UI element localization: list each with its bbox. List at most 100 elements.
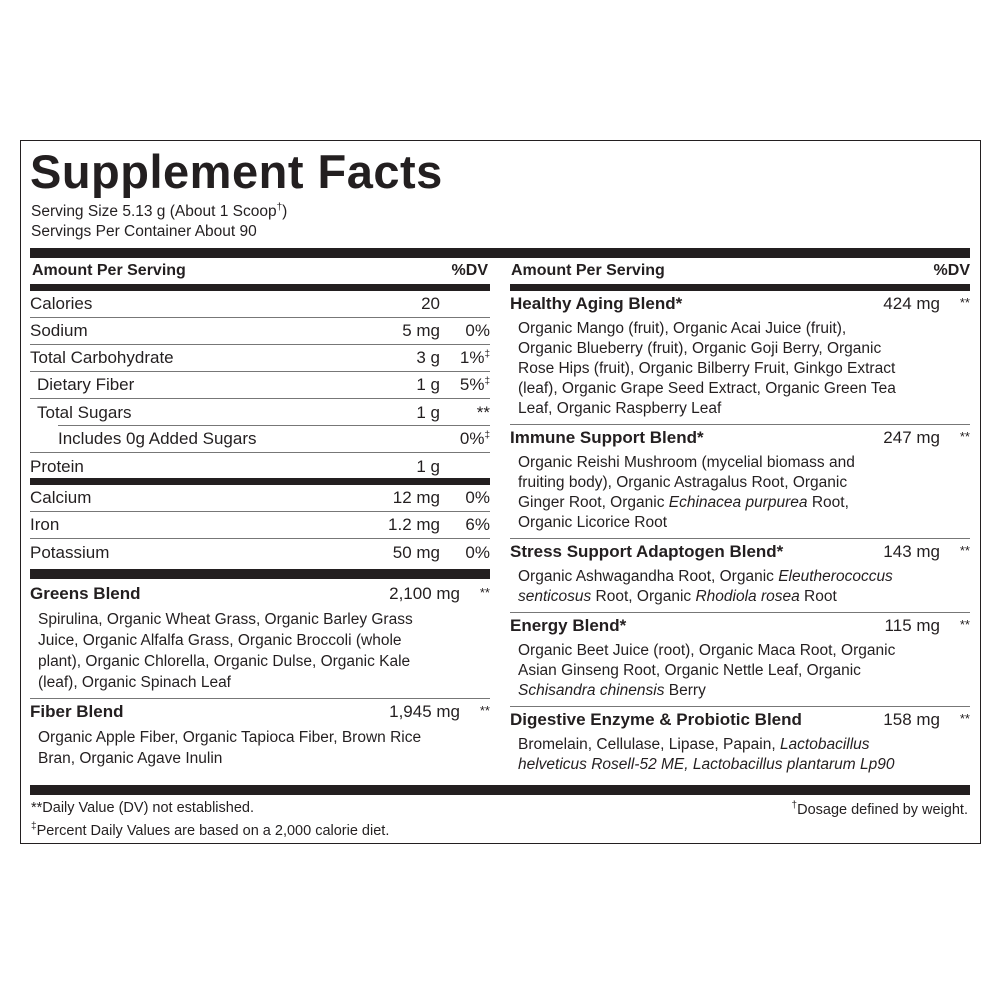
ingredient-line: fruiting body), Organic Astragalus Root,… bbox=[518, 473, 970, 493]
left-blends: Greens Blend 2,100 mg ** Spirulina, Organic… bbox=[30, 581, 490, 774]
blend-ingredients: Organic Mango (fruit), Organic Acai Juic… bbox=[510, 317, 970, 424]
footnote-text: Dosage defined by weight. bbox=[797, 802, 968, 818]
nutrient-dv: 6% bbox=[440, 515, 490, 535]
ingredient-text: Rhodiola rosea bbox=[695, 588, 800, 605]
dv-value: 0% bbox=[465, 542, 490, 562]
amount-per-serving-label: Amount Per Serving bbox=[32, 262, 186, 279]
nutrient-label: Iron bbox=[30, 515, 60, 534]
divider-thick bbox=[30, 478, 490, 485]
nutrient-row: Includes 0g Added Sugars 0%‡ bbox=[30, 426, 490, 453]
ingredient-text: Ginger Root, Organic bbox=[518, 494, 669, 511]
blend-dv: ** bbox=[959, 295, 970, 310]
blend-header: Greens Blend 2,100 mg ** bbox=[30, 581, 490, 607]
ingredient-text: Organic Licorice Root bbox=[518, 514, 668, 531]
blend-dv: ** bbox=[959, 617, 970, 632]
double-dagger-mark: ‡ bbox=[484, 349, 490, 360]
dv-value: 0% bbox=[465, 321, 490, 340]
servings-per-container: Servings Per Container About 90 bbox=[31, 223, 257, 240]
nutrient-amount: 20 bbox=[421, 294, 440, 313]
nutrient-amount: 1 g bbox=[416, 456, 440, 476]
ingredient-text: Organic Ashwagandha Root, Organic bbox=[518, 568, 779, 585]
ingredient-text: Juice, Organic Alfalfa Grass, Organic Br… bbox=[38, 632, 402, 649]
nutrient-label: Dietary Fiber bbox=[37, 375, 135, 394]
serving-size-end: ) bbox=[282, 203, 288, 220]
nutrient-amount: 5 mg bbox=[402, 321, 440, 340]
blend-name: Immune Support Blend* bbox=[510, 428, 704, 447]
ingredient-text: Echinacea purpurea bbox=[668, 494, 808, 511]
nutrient-row: Calories 20 bbox=[30, 291, 490, 318]
footnote-dosage: †Dosage defined by weight. bbox=[792, 800, 968, 818]
blend-ingredients: Organic Ashwagandha Root, Organic Eleuth… bbox=[510, 565, 970, 612]
ingredient-line: Organic Blueberry (fruit), Organic Goji … bbox=[518, 339, 970, 359]
ingredient-text: Spirulina, Organic Wheat Grass, Organic … bbox=[38, 611, 413, 628]
blend-section: Immune Support Blend* 247 mg ** Organic Rei… bbox=[510, 425, 970, 539]
divider-thin bbox=[58, 425, 490, 426]
blend-ingredients: Organic Apple Fiber, Organic Tapioca Fib… bbox=[30, 725, 490, 774]
nutrient-label: Protein bbox=[30, 456, 84, 476]
ingredient-line: Schisandra chinensis Berry bbox=[518, 681, 970, 701]
nutrient-row: Protein 1 g bbox=[30, 453, 490, 480]
blend-dv: ** bbox=[959, 429, 970, 444]
dv-value: ** bbox=[476, 402, 490, 422]
ingredient-text: Root, bbox=[807, 494, 849, 511]
blend-header: Digestive Enzyme & Probiotic Blend 158 mg… bbox=[510, 707, 970, 733]
ingredient-text: Bran, Organic Agave Inulin bbox=[38, 750, 223, 767]
ingredient-text: Root, Organic bbox=[591, 588, 696, 605]
blend-name: Greens Blend bbox=[30, 584, 141, 603]
nutrient-row: Total Carbohydrate 3 g 1%‡ bbox=[30, 345, 490, 372]
nutrient-label: Total Carbohydrate bbox=[30, 348, 174, 367]
nutrient-dv: 0% bbox=[440, 321, 490, 341]
nutrient-dv: 0%‡ bbox=[440, 429, 490, 449]
ingredient-text: helveticus Rosell-52 ME, Lactobacillus p… bbox=[518, 756, 895, 773]
footnote-pdv: ‡Percent Daily Values are based on a 2,0… bbox=[31, 821, 389, 839]
double-dagger-mark: ‡ bbox=[484, 430, 490, 441]
nutrient-row: Total Sugars 1 g ** bbox=[30, 399, 490, 426]
dv-value: 5% bbox=[459, 375, 485, 394]
dv-value: 0% bbox=[459, 429, 485, 448]
ingredient-line: Bran, Organic Agave Inulin bbox=[38, 748, 490, 769]
amount-per-serving-label: Amount Per Serving bbox=[511, 262, 665, 279]
blend-dv: ** bbox=[479, 585, 490, 600]
ingredient-text: Organic Blueberry (fruit), Organic Goji … bbox=[518, 340, 882, 357]
nutrient-amount: 50 mg bbox=[392, 542, 440, 562]
left-column: Calories 20 Sodium 5 mg 0% Total Carbohydrate… bbox=[30, 291, 490, 774]
ingredient-text: Rose Hips (fruit), Organic Bilberry Frui… bbox=[518, 360, 896, 377]
dv-value: 1% bbox=[459, 348, 485, 367]
divider-medium bbox=[30, 284, 490, 291]
blend-ingredients: Spirulina, Organic Wheat Grass, Organic … bbox=[30, 607, 490, 698]
blend-ingredients: Organic Beet Juice (root), Organic Maca … bbox=[510, 639, 970, 706]
blend-section: Digestive Enzyme & Probiotic Blend 158 mg… bbox=[510, 707, 970, 780]
ingredient-line: Spirulina, Organic Wheat Grass, Organic … bbox=[38, 609, 490, 630]
blend-section: Fiber Blend 1,945 mg ** Organic Apple Fiber… bbox=[30, 699, 490, 774]
ingredient-line: Organic Ashwagandha Root, Organic Eleuth… bbox=[518, 567, 970, 587]
ingredient-text: Organic Apple Fiber, Organic Tapioca Fib… bbox=[38, 729, 422, 746]
dagger-mark: † bbox=[791, 800, 798, 811]
blend-dv: ** bbox=[959, 711, 970, 726]
ingredient-line: Bromelain, Cellulase, Lipase, Papain, La… bbox=[518, 735, 970, 755]
nutrient-amount: 12 mg bbox=[392, 488, 440, 507]
ingredient-line: Organic Licorice Root bbox=[518, 513, 970, 533]
blend-header: Immune Support Blend* 247 mg ** bbox=[510, 425, 970, 451]
ingredient-line: Asian Ginseng Root, Organic Nettle Leaf,… bbox=[518, 661, 970, 681]
ingredient-line: Leaf, Organic Raspberry Leaf bbox=[518, 399, 970, 419]
nutrient-dv: 5%‡ bbox=[440, 375, 490, 395]
blend-header: Energy Blend* 115 mg ** bbox=[510, 613, 970, 639]
ingredient-line: (leaf), Organic Spinach Leaf bbox=[38, 672, 490, 693]
ingredient-text: Root bbox=[799, 588, 837, 605]
asterisk-mark: ** bbox=[31, 800, 43, 816]
blend-amount: 143 mg bbox=[883, 542, 940, 561]
dv-label: %DV bbox=[933, 262, 970, 279]
nutrient-label: Total Sugars bbox=[37, 402, 132, 422]
ingredient-text: (leaf), Organic Spinach Leaf bbox=[38, 674, 231, 691]
ingredient-text: Asian Ginseng Root, Organic Nettle Leaf,… bbox=[518, 662, 861, 679]
right-column: Healthy Aging Blend* 424 mg ** Organic Mang… bbox=[510, 291, 970, 780]
nutrient-dv: ** bbox=[440, 403, 490, 423]
blend-ingredients: Bromelain, Cellulase, Lipase, Papain, La… bbox=[510, 733, 970, 780]
ingredient-text: plant), Organic Chlorella, Organic Dulse… bbox=[38, 653, 411, 670]
blend-amount: 158 mg bbox=[883, 710, 940, 729]
divider-thick bbox=[30, 785, 970, 795]
dv-value: 0% bbox=[465, 488, 490, 507]
serving-size: Serving Size 5.13 g (About 1 Scoop†) bbox=[31, 202, 287, 221]
mineral-row: Potassium 50 mg 0% bbox=[30, 539, 490, 566]
blend-amount: 115 mg bbox=[884, 616, 940, 635]
